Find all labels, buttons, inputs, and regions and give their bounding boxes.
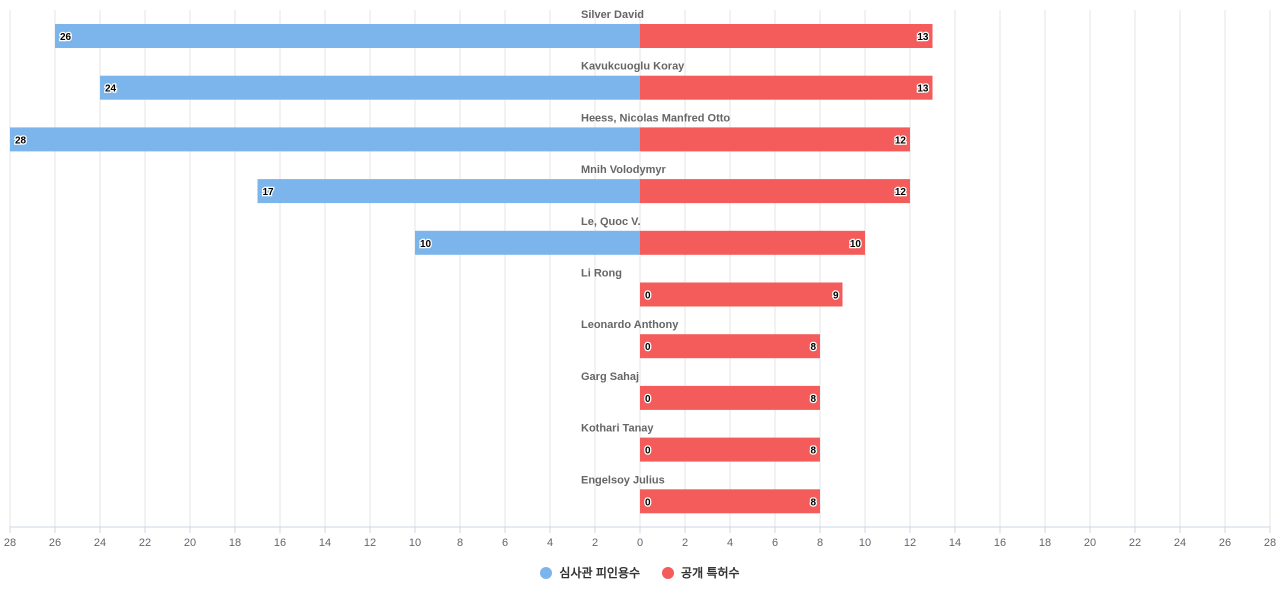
bar-citations <box>10 127 640 152</box>
x-tick-label: 12 <box>904 537 916 549</box>
data-label-patents: 13 <box>917 84 929 95</box>
category-label: Li Rong <box>581 268 622 280</box>
x-tick-label: 28 <box>1264 537 1276 549</box>
bar-patents <box>640 334 820 359</box>
legend: 심사관 피인용수 공개 특허수 <box>0 564 1280 581</box>
data-label-citations: 0 <box>645 394 651 405</box>
bar-patents <box>640 127 910 152</box>
data-label-patents: 8 <box>810 394 816 405</box>
bar-patents <box>640 179 910 204</box>
data-label-citations: 0 <box>645 291 651 302</box>
bar-citations <box>257 179 640 204</box>
data-label-citations: 24 <box>105 84 117 95</box>
data-label-citations: 0 <box>645 497 651 508</box>
x-tick-label: 10 <box>409 537 421 549</box>
x-tick-label: 24 <box>94 537 106 549</box>
x-tick-label: 4 <box>727 537 733 549</box>
label-layer: Silver David 26 13 Kavukcuoglu Koray 24 13 Hee… <box>14 9 930 510</box>
data-label-patents: 9 <box>833 291 839 302</box>
category-label: Engelsoy Julius <box>581 474 665 486</box>
legend-item-citations[interactable]: 심사관 피인용수 <box>540 564 640 581</box>
category-label: Le, Quoc V. <box>581 216 641 228</box>
x-tick-label: 16 <box>274 537 286 549</box>
category-label: Heess, Nicolas Manfred Otto <box>581 112 730 124</box>
bar-citations <box>100 75 640 100</box>
x-tick-label: 14 <box>319 537 331 549</box>
data-label-citations: 26 <box>60 32 72 43</box>
data-label-patents: 12 <box>895 187 907 198</box>
x-tick-label: 2 <box>592 537 598 549</box>
category-label: Kavukcuoglu Koray <box>581 61 685 73</box>
data-label-patents: 12 <box>895 135 907 146</box>
data-label-patents: 13 <box>917 32 929 43</box>
data-label-patents: 10 <box>850 239 862 250</box>
x-tick-label: 16 <box>994 537 1006 549</box>
x-tick-label: 22 <box>139 537 151 549</box>
x-tick-label: 8 <box>817 537 823 549</box>
legend-label-citations: 심사관 피인용수 <box>559 566 641 580</box>
bar-patents <box>640 385 820 410</box>
legend-item-patents[interactable]: 공개 특허수 <box>662 564 740 581</box>
data-label-patents: 8 <box>810 446 816 457</box>
bar-citations <box>55 24 640 48</box>
category-label: Leonardo Anthony <box>581 319 679 331</box>
x-tick-label: 22 <box>1129 537 1141 549</box>
x-tick-label: 10 <box>859 537 871 549</box>
data-label-citations: 10 <box>420 239 432 250</box>
data-label-citations: 17 <box>263 187 275 198</box>
bar-layer <box>10 24 933 514</box>
category-label: Garg Sahaj <box>581 371 639 383</box>
x-tick-label: 14 <box>949 537 961 549</box>
x-axis: 28 26 24 22 20 18 16 14 12 10 8 6 4 2 0 2 4 6 8 10 12 14 16 18 2… <box>4 526 1276 549</box>
x-tick-label: 28 <box>4 537 16 549</box>
x-tick-label: 26 <box>49 537 61 549</box>
bar-patents <box>640 230 865 255</box>
bar-patents <box>640 489 820 514</box>
legend-marker-citations <box>540 566 553 579</box>
data-label-citations: 0 <box>645 446 651 457</box>
x-tick-label: 18 <box>1039 537 1051 549</box>
x-tick-label: 0 <box>637 537 643 549</box>
x-tick-label: 6 <box>502 537 508 549</box>
category-label: Silver David <box>581 9 644 21</box>
x-tick-label: 6 <box>772 537 778 549</box>
category-label: Kothari Tanay <box>581 423 654 435</box>
x-tick-label: 2 <box>682 537 688 549</box>
data-label-patents: 8 <box>810 497 816 508</box>
x-tick-label: 26 <box>1219 537 1231 549</box>
x-tick-label: 24 <box>1174 537 1186 549</box>
x-tick-label: 20 <box>1084 537 1096 549</box>
category-label: Mnih Volodymyr <box>581 164 666 176</box>
bar-patents <box>640 282 843 307</box>
data-label-citations: 0 <box>645 342 651 353</box>
x-tick-label: 12 <box>364 537 376 549</box>
x-tick-label: 18 <box>229 537 241 549</box>
bar-patents <box>640 24 933 48</box>
x-tick-label: 4 <box>547 537 553 549</box>
legend-marker-patents <box>662 566 675 579</box>
data-label-patents: 8 <box>810 342 816 353</box>
x-tick-label: 20 <box>184 537 196 549</box>
bar-patents <box>640 437 820 462</box>
data-label-citations: 28 <box>15 135 27 146</box>
x-tick-label: 8 <box>457 537 463 549</box>
bar-patents <box>640 75 933 100</box>
legend-label-patents: 공개 특허수 <box>681 566 740 580</box>
bar-citations <box>415 230 640 255</box>
